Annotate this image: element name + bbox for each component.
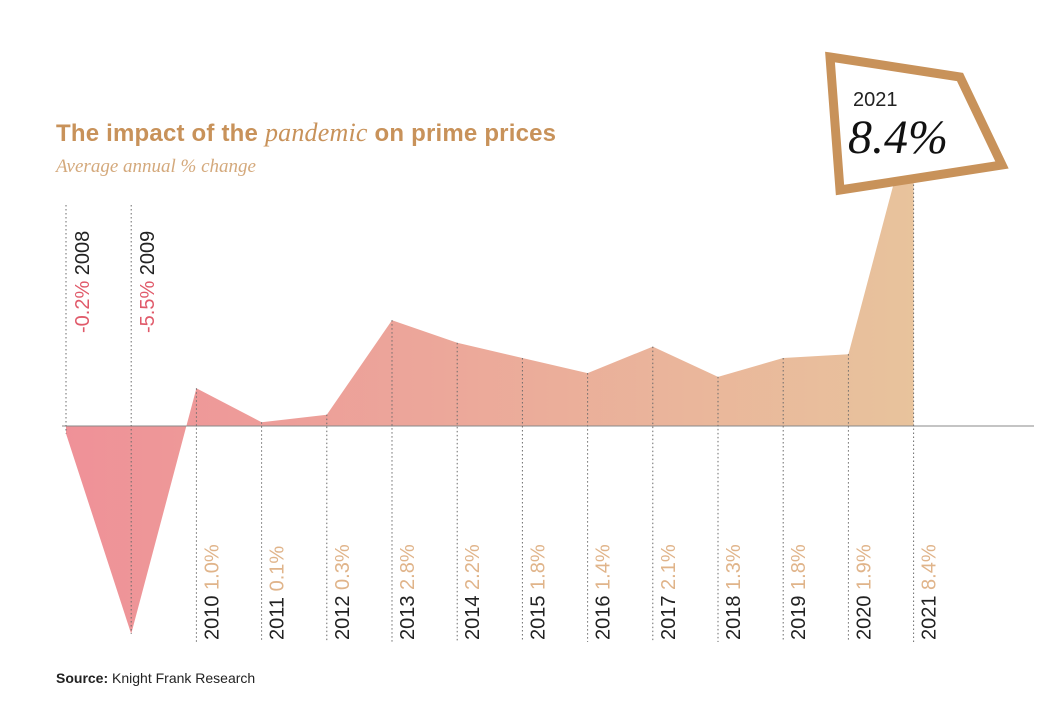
year-label-2016: 2016 [593,596,615,641]
svg-text:2010 1.0%: 2010 1.0% [201,544,223,640]
chart-title-prefix: The impact of the [56,120,265,147]
source-text: Knight Frank Research [112,670,256,686]
value-label-2011: 0.1% [267,546,289,592]
svg-text:-0.2% 2008: -0.2% 2008 [72,231,94,333]
svg-text:2019 1.8%: 2019 1.8% [788,544,810,640]
label-group-2018: 2018 1.3% [723,544,745,640]
svg-text:2021 8.4%: 2021 8.4% [919,544,941,640]
year-label-2019: 2019 [788,596,810,641]
callout-frame [825,51,1009,196]
value-label-2010: 1.0% [201,544,223,590]
year-label-2008: 2008 [72,231,94,276]
label-group-2014: 2014 2.2% [462,544,484,640]
value-label-2013: 2.8% [397,544,419,590]
value-label-2020: 1.9% [853,544,875,590]
svg-text:2015 1.8%: 2015 1.8% [527,544,549,640]
value-label-2021: 8.4% [919,544,941,590]
chart-subtitle: Average annual % change [56,156,256,177]
value-label-2012: 0.3% [332,544,354,590]
svg-text:2013 2.8%: 2013 2.8% [397,544,419,640]
callout-year: 2021 [853,89,898,111]
svg-text:2011 0.1%: 2011 0.1% [267,546,289,640]
value-label-2008: -0.2% [72,281,94,333]
value-label-2009: -5.5% [137,281,159,333]
year-label-2020: 2020 [853,596,875,641]
year-label-2015: 2015 [527,596,549,641]
label-group-2009: -5.5% 2009 [137,231,159,333]
svg-text:-5.5% 2009: -5.5% 2009 [137,231,159,333]
svg-text:2014 2.2%: 2014 2.2% [462,544,484,640]
label-group-2008: -0.2% 2008 [72,231,94,333]
label-group-2013: 2013 2.8% [397,544,419,640]
source-label: Source: [56,670,109,686]
label-group-2010: 2010 1.0% [201,544,223,640]
chart-title: The impact of the pandemic on prime pric… [56,118,556,148]
year-label-2018: 2018 [723,596,745,641]
label-group-2016: 2016 1.4% [593,544,615,640]
year-label-2017: 2017 [658,596,680,641]
year-label-2014: 2014 [462,596,484,641]
chart-title-suffix: on prime prices [367,120,557,147]
svg-text:2020 1.9%: 2020 1.9% [853,544,875,640]
svg-text:2018 1.3%: 2018 1.3% [723,544,745,640]
label-group-2017: 2017 2.1% [658,544,680,640]
value-label-2014: 2.2% [462,544,484,590]
label-group-2011: 2011 0.1% [267,546,289,640]
area-series [66,108,914,634]
value-label-2018: 1.3% [723,544,745,590]
year-label-2013: 2013 [397,596,419,641]
svg-text:2016 1.4%: 2016 1.4% [593,544,615,640]
label-group-2012: 2012 0.3% [332,544,354,640]
year-label-2011: 2011 [267,597,289,640]
source-note: Source: Knight Frank Research [56,670,255,686]
svg-text:2017 2.1%: 2017 2.1% [658,544,680,640]
year-label-2012: 2012 [332,596,354,641]
value-label-2015: 1.8% [527,544,549,590]
year-label-2010: 2010 [201,596,223,641]
year-label-2021: 2021 [919,596,941,641]
value-label-2016: 1.4% [593,544,615,590]
value-label-2019: 1.8% [788,544,810,590]
year-label-2009: 2009 [137,231,159,276]
label-group-2015: 2015 1.8% [527,544,549,640]
label-group-2020: 2020 1.9% [853,544,875,640]
svg-text:2012 0.3%: 2012 0.3% [332,544,354,640]
label-group-2021: 2021 8.4% [919,544,941,640]
value-label-2017: 2.1% [658,544,680,590]
chart-title-emphasis: pandemic [264,118,368,147]
label-group-2019: 2019 1.8% [788,544,810,640]
callout-value: 8.4% [848,111,948,164]
